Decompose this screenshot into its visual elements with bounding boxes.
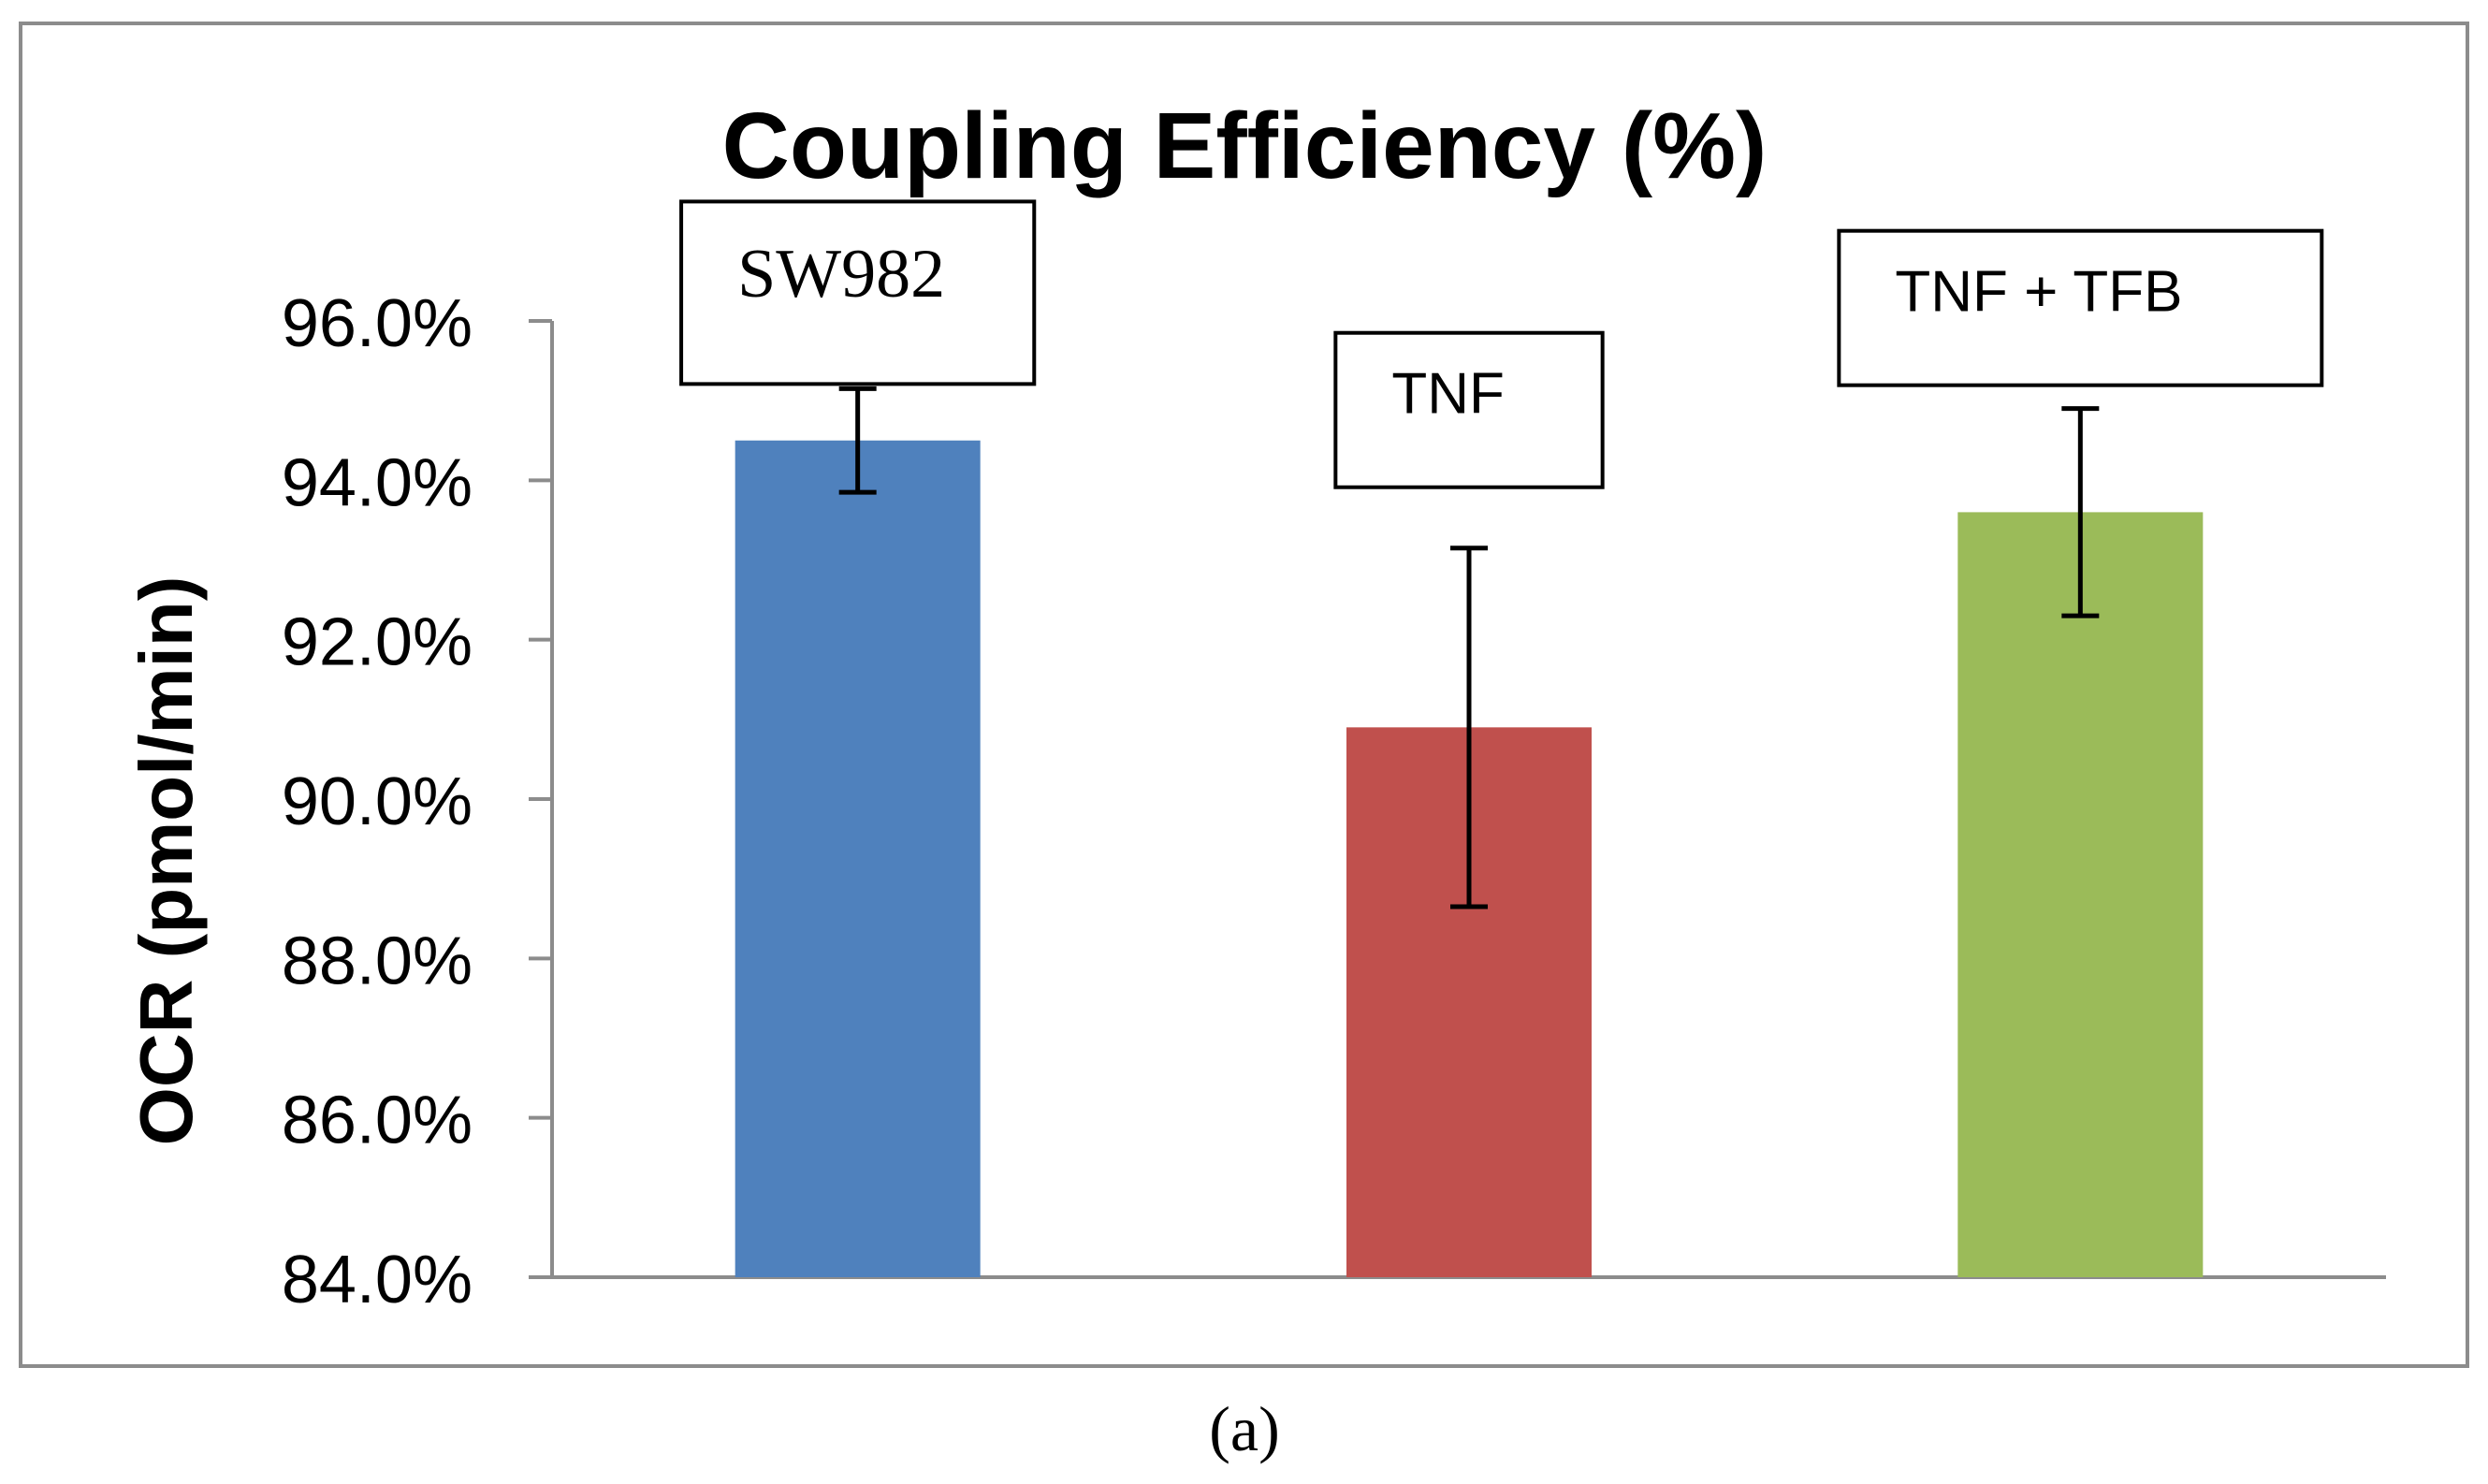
y-tick-label: 94.0% [282, 445, 473, 520]
category-label-box [1333, 330, 1605, 489]
category-label: SW982 [737, 236, 945, 313]
y-tick-label: 90.0% [282, 764, 473, 839]
category-label-box [679, 199, 1037, 386]
category-label-box [1837, 228, 2324, 387]
category-label: TNF + TFB [1895, 259, 2182, 324]
bar [735, 440, 981, 1277]
bar [1957, 512, 2204, 1277]
bars [735, 440, 2204, 1277]
y-tick-label: 88.0% [282, 924, 473, 998]
y-axis-label: OCR (pmol/min) [124, 576, 208, 1146]
y-tick-label: 84.0% [282, 1243, 473, 1317]
category-label: TNF [1391, 362, 1505, 427]
figure-caption: (a) [1209, 1393, 1279, 1464]
chart-title: Coupling Efficiency (%) [722, 94, 1768, 198]
y-tick-label: 92.0% [282, 605, 473, 680]
category-labels: SW982 TNF TNF + TFB [679, 199, 2324, 489]
y-tick-label: 86.0% [282, 1084, 473, 1158]
error-bars [838, 386, 2100, 909]
y-ticks: 84.0% 86.0% 88.0% 90.0% 92.0% 94.0% 96.0% [282, 286, 552, 1317]
y-tick-label: 96.0% [282, 286, 473, 361]
